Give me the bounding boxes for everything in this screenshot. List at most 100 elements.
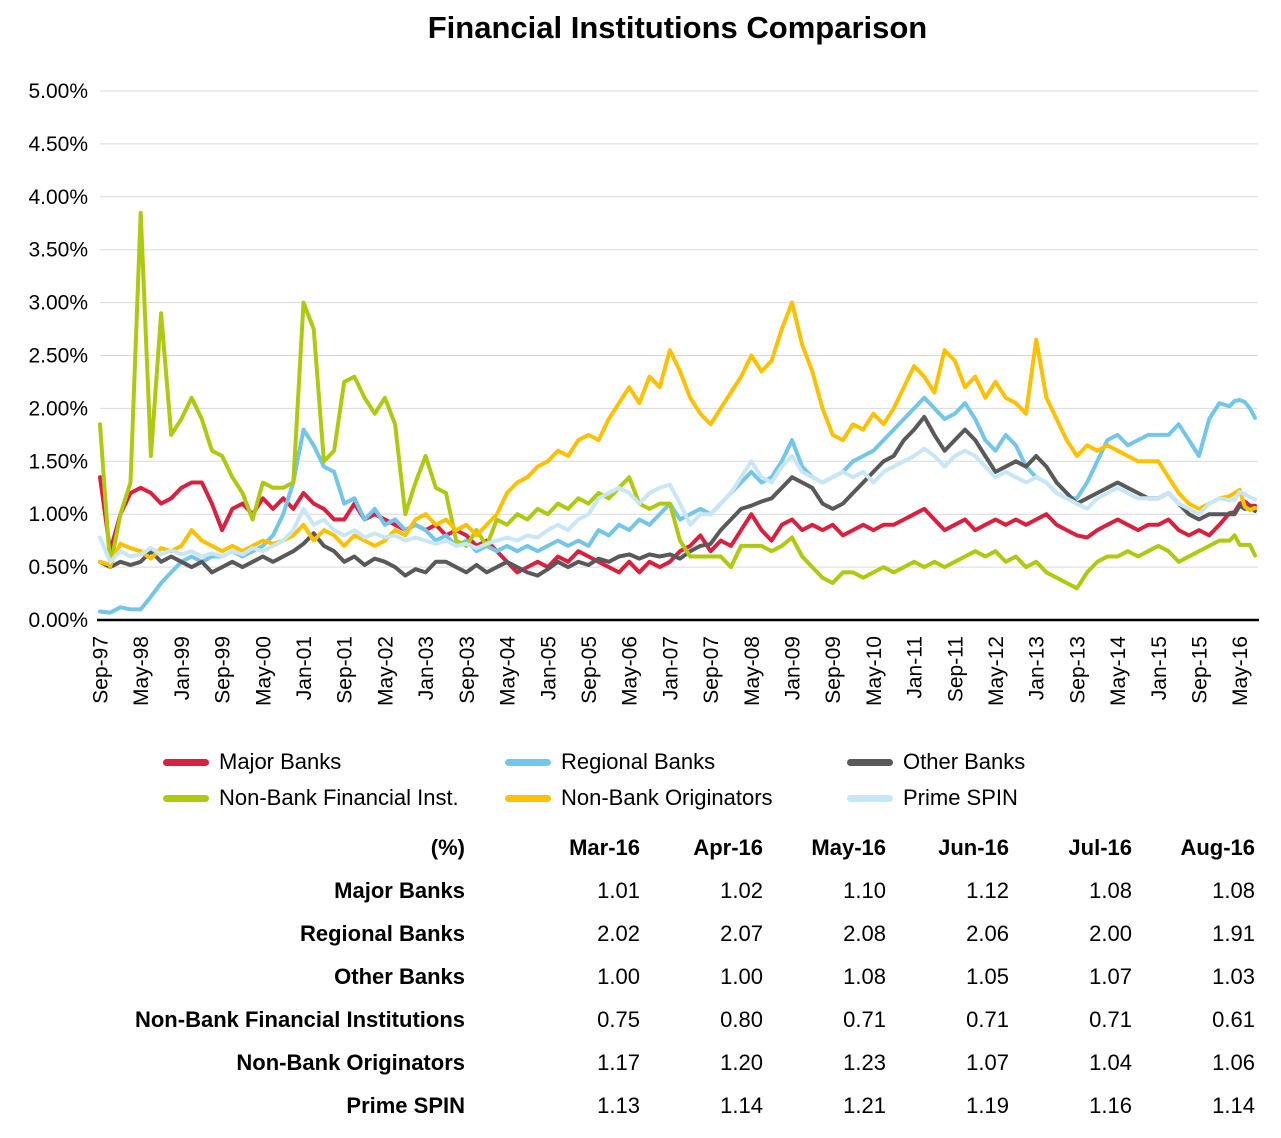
- table-cell: 1.02: [720, 878, 763, 903]
- x-axis-tick-label: May-16: [1229, 636, 1252, 706]
- table-cell: 1.08: [1212, 878, 1255, 903]
- x-axis-tick-label: Jan-13: [1026, 636, 1049, 700]
- table-cell: 1.16: [1089, 1093, 1132, 1118]
- legend-label: Non-Bank Financial Inst.: [219, 785, 459, 810]
- x-axis-tick-label: Jan-99: [171, 636, 194, 700]
- y-axis-tick-label: 3.00%: [28, 292, 88, 315]
- x-axis-tick-label: Sep-15: [1189, 636, 1212, 704]
- legend-swatch-other-banks: [847, 758, 893, 766]
- y-axis-tick-label: 4.00%: [28, 186, 88, 209]
- x-axis-tick-label: Jan-15: [1148, 636, 1171, 700]
- x-axis-tick-label: Jan-05: [537, 636, 560, 700]
- legend-item-non-bank-originators: Non-Bank Originators: [505, 780, 847, 816]
- series-line-prime-spin: [98, 446, 1257, 564]
- series-line-non-bank-originators: [98, 300, 1257, 567]
- legend-swatch-non-bank-originators: [505, 794, 551, 802]
- y-axis-tick-label: 2.50%: [28, 345, 88, 368]
- table-cell: 2.06: [966, 921, 1009, 946]
- table-header-jul-16: Jul-16: [1068, 835, 1132, 860]
- table-cell: 1.23: [843, 1050, 886, 1075]
- table-cell: 1.12: [966, 878, 1009, 903]
- x-axis-tick-label: Jan-01: [293, 636, 316, 700]
- x-axis-tick-label: Jan-03: [415, 636, 438, 700]
- table-cell: 0.80: [720, 1007, 763, 1032]
- table-row-label-regional-banks: Regional Banks: [299, 921, 465, 946]
- table-cell: 0.71: [966, 1007, 1009, 1032]
- x-axis-tick-label: May-06: [619, 636, 642, 706]
- y-axis-tick-label: 1.50%: [28, 450, 88, 473]
- x-axis-tick-label: Sep-11: [944, 636, 967, 702]
- y-axis-tick-label: 2.00%: [28, 397, 88, 420]
- series-line-other-banks: [98, 414, 1257, 578]
- x-axis-tick-label: Sep-07: [700, 636, 723, 704]
- line-chart: 5.00% 4.50% 4.00% 3.50% 3.00% 2.50% 2.00% 1.50%…: [28, 80, 1259, 706]
- x-axis-tick-label: May-02: [374, 636, 397, 706]
- table-cell: 1.08: [843, 964, 886, 989]
- table-cell: 2.07: [720, 921, 763, 946]
- y-axis-tick-label: 5.00%: [28, 80, 88, 103]
- legend-swatch-regional-banks: [505, 758, 551, 766]
- legend: Major Banks Regional Banks Other Banks Non-…: [163, 744, 1189, 816]
- table-row-label-non-bank-originators: Non-Bank Originators: [236, 1050, 465, 1075]
- table-cell: 0.75: [597, 1007, 640, 1032]
- x-axis-tick-label: Sep-09: [822, 636, 845, 704]
- table-header-aug-16: Aug-16: [1180, 835, 1255, 860]
- x-axis-tick-label: Sep-05: [578, 636, 601, 704]
- table-cell: 0.71: [1089, 1007, 1132, 1032]
- legend-label: Major Banks: [219, 749, 342, 774]
- legend-item-prime-spin: Prime SPIN: [847, 780, 1189, 816]
- table-cell: 1.17: [597, 1050, 640, 1075]
- table-cell: 1.04: [1089, 1050, 1132, 1075]
- legend-label: Other Banks: [903, 749, 1026, 774]
- table-cell: 1.00: [720, 964, 763, 989]
- y-axis-tick-label: 0.50%: [28, 556, 88, 579]
- table-cell: 1.13: [597, 1093, 640, 1118]
- summary-table: (%) Mar-16 Apr-16 May-16 Jun-16 Jul-16 Aug-16 M…: [100, 826, 1255, 1127]
- series-line-regional-banks: [98, 395, 1257, 615]
- y-axis-tick-label: 3.50%: [28, 239, 88, 262]
- table-cell: 1.05: [966, 964, 1009, 989]
- series-line-non-bank-financial-inst: [98, 210, 1257, 591]
- x-axis-tick-label: Sep-99: [212, 636, 235, 704]
- table-header-mar-16: Mar-16: [569, 835, 640, 860]
- x-axis-tick-label: Jan-09: [781, 636, 804, 700]
- table-cell: 2.08: [843, 921, 886, 946]
- table-header-unit: (%): [430, 835, 465, 860]
- legend-label: Non-Bank Originators: [561, 785, 773, 810]
- table-cell: 2.00: [1089, 921, 1132, 946]
- x-axis-tick-label: May-08: [741, 636, 764, 706]
- legend-item-non-bank-financial-inst: Non-Bank Financial Inst.: [163, 780, 505, 816]
- table-cell: 1.03: [1212, 964, 1255, 989]
- table-cell: 1.20: [720, 1050, 763, 1075]
- series-line-major-banks: [98, 475, 1257, 575]
- table-row-label-major-banks: Major Banks: [334, 878, 465, 903]
- y-axis-tick-label: 1.00%: [28, 503, 88, 526]
- y-axis-tick-label: 4.50%: [28, 133, 88, 156]
- table-cell: 1.19: [966, 1093, 1009, 1118]
- table-cell: 1.07: [1089, 964, 1132, 989]
- x-axis-tick-label: Sep-13: [1066, 636, 1089, 704]
- x-axis-tick-label: Sep-97: [90, 636, 113, 704]
- table-header-jun-16: Jun-16: [938, 835, 1009, 860]
- legend-item-regional-banks: Regional Banks: [505, 744, 847, 780]
- table-cell: 1.06: [1212, 1050, 1255, 1075]
- table-row-label-non-bank-financial-institutions: Non-Bank Financial Institutions: [134, 1007, 465, 1032]
- x-axis-tick-label: Sep-03: [456, 636, 479, 704]
- x-axis-tick-label: May-10: [863, 636, 886, 706]
- table-row-label-prime-spin: Prime SPIN: [346, 1093, 465, 1118]
- table-cell: 2.02: [597, 921, 640, 946]
- table-header-apr-16: Apr-16: [693, 835, 763, 860]
- x-axis-tick-label: May-98: [130, 636, 153, 706]
- table-cell: 1.14: [1212, 1093, 1255, 1118]
- legend-item-major-banks: Major Banks: [163, 744, 505, 780]
- table-cell: 1.08: [1089, 878, 1132, 903]
- x-axis-tick-label: May-04: [497, 636, 520, 706]
- table-cell: 1.07: [966, 1050, 1009, 1075]
- legend-label: Regional Banks: [561, 749, 716, 774]
- legend-item-other-banks: Other Banks: [847, 744, 1189, 780]
- legend-swatch-major-banks: [163, 758, 209, 766]
- chart-title: Financial Institutions Comparison: [427, 10, 928, 45]
- x-axis-tick-label: Sep-01: [334, 636, 357, 704]
- table-cell: 1.01: [597, 878, 640, 903]
- x-axis-tick-label: Jan-07: [659, 636, 682, 700]
